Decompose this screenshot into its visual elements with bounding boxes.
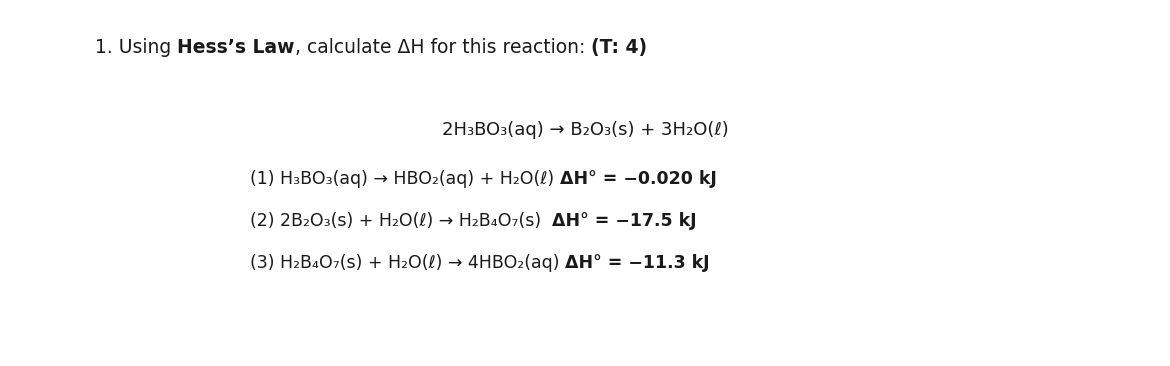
Text: Hess’s Law: Hess’s Law bbox=[177, 38, 295, 57]
Text: (1) H₃BO₃(aq) → HBO₂(aq) + H₂O(ℓ): (1) H₃BO₃(aq) → HBO₂(aq) + H₂O(ℓ) bbox=[250, 170, 559, 188]
Text: 1. Using: 1. Using bbox=[95, 38, 177, 57]
Text: , calculate ΔH for this reaction:: , calculate ΔH for this reaction: bbox=[295, 38, 591, 57]
Text: ΔH° = −11.3 kJ: ΔH° = −11.3 kJ bbox=[565, 254, 710, 272]
Text: ΔH° = −17.5 kJ: ΔH° = −17.5 kJ bbox=[552, 212, 697, 230]
Text: 2H₃BO₃(aq) → B₂O₃(s) + 3H₂O(ℓ): 2H₃BO₃(aq) → B₂O₃(s) + 3H₂O(ℓ) bbox=[441, 121, 729, 139]
Text: (T: 4): (T: 4) bbox=[591, 38, 647, 57]
Text: ΔH° = −0.020 kJ: ΔH° = −0.020 kJ bbox=[559, 170, 716, 188]
Text: (3) H₂B₄O₇(s) + H₂O(ℓ) → 4HBO₂(aq): (3) H₂B₄O₇(s) + H₂O(ℓ) → 4HBO₂(aq) bbox=[250, 254, 565, 272]
Text: (2) 2B₂O₃(s) + H₂O(ℓ) → H₂B₄O₇(s): (2) 2B₂O₃(s) + H₂O(ℓ) → H₂B₄O₇(s) bbox=[250, 212, 552, 230]
